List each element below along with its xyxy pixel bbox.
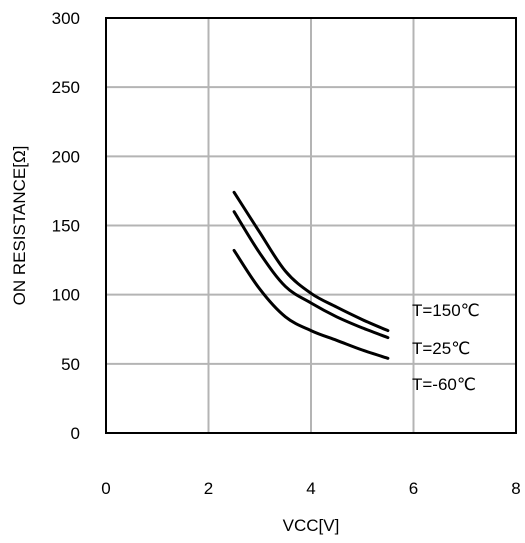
series-label: T=25℃ [412,339,470,358]
y-axis-title: ON RESISTANCE[Ω] [10,146,29,306]
x-tick-label: 4 [306,479,315,498]
series-line [232,210,390,340]
y-tick-label: 100 [52,286,80,305]
y-tick-label: 300 [52,9,80,28]
grid [106,18,516,433]
y-tick-label: 150 [52,217,80,236]
y-tick-label: 0 [71,424,80,443]
x-tick-labels: 0 2 4 6 8 [101,479,520,498]
x-tick-label: 0 [101,479,110,498]
series-label: T=150℃ [412,301,480,320]
y-tick-label: 250 [52,78,80,97]
series-labels: T=150℃ T=25℃ T=-60℃ [412,301,480,394]
y-tick-label: 200 [52,147,80,166]
x-tick-label: 8 [511,479,520,498]
series-curves [232,190,390,360]
series-line [232,248,390,360]
x-tick-label: 2 [204,479,213,498]
series-label: T=-60℃ [412,375,476,394]
x-tick-label: 6 [409,479,418,498]
series-line [232,190,390,333]
y-tick-labels: 0 50 100 150 200 250 300 [52,9,80,443]
plot-frame [105,17,517,434]
y-tick-label: 50 [61,355,80,374]
x-axis-title: VCC[V] [283,516,340,535]
